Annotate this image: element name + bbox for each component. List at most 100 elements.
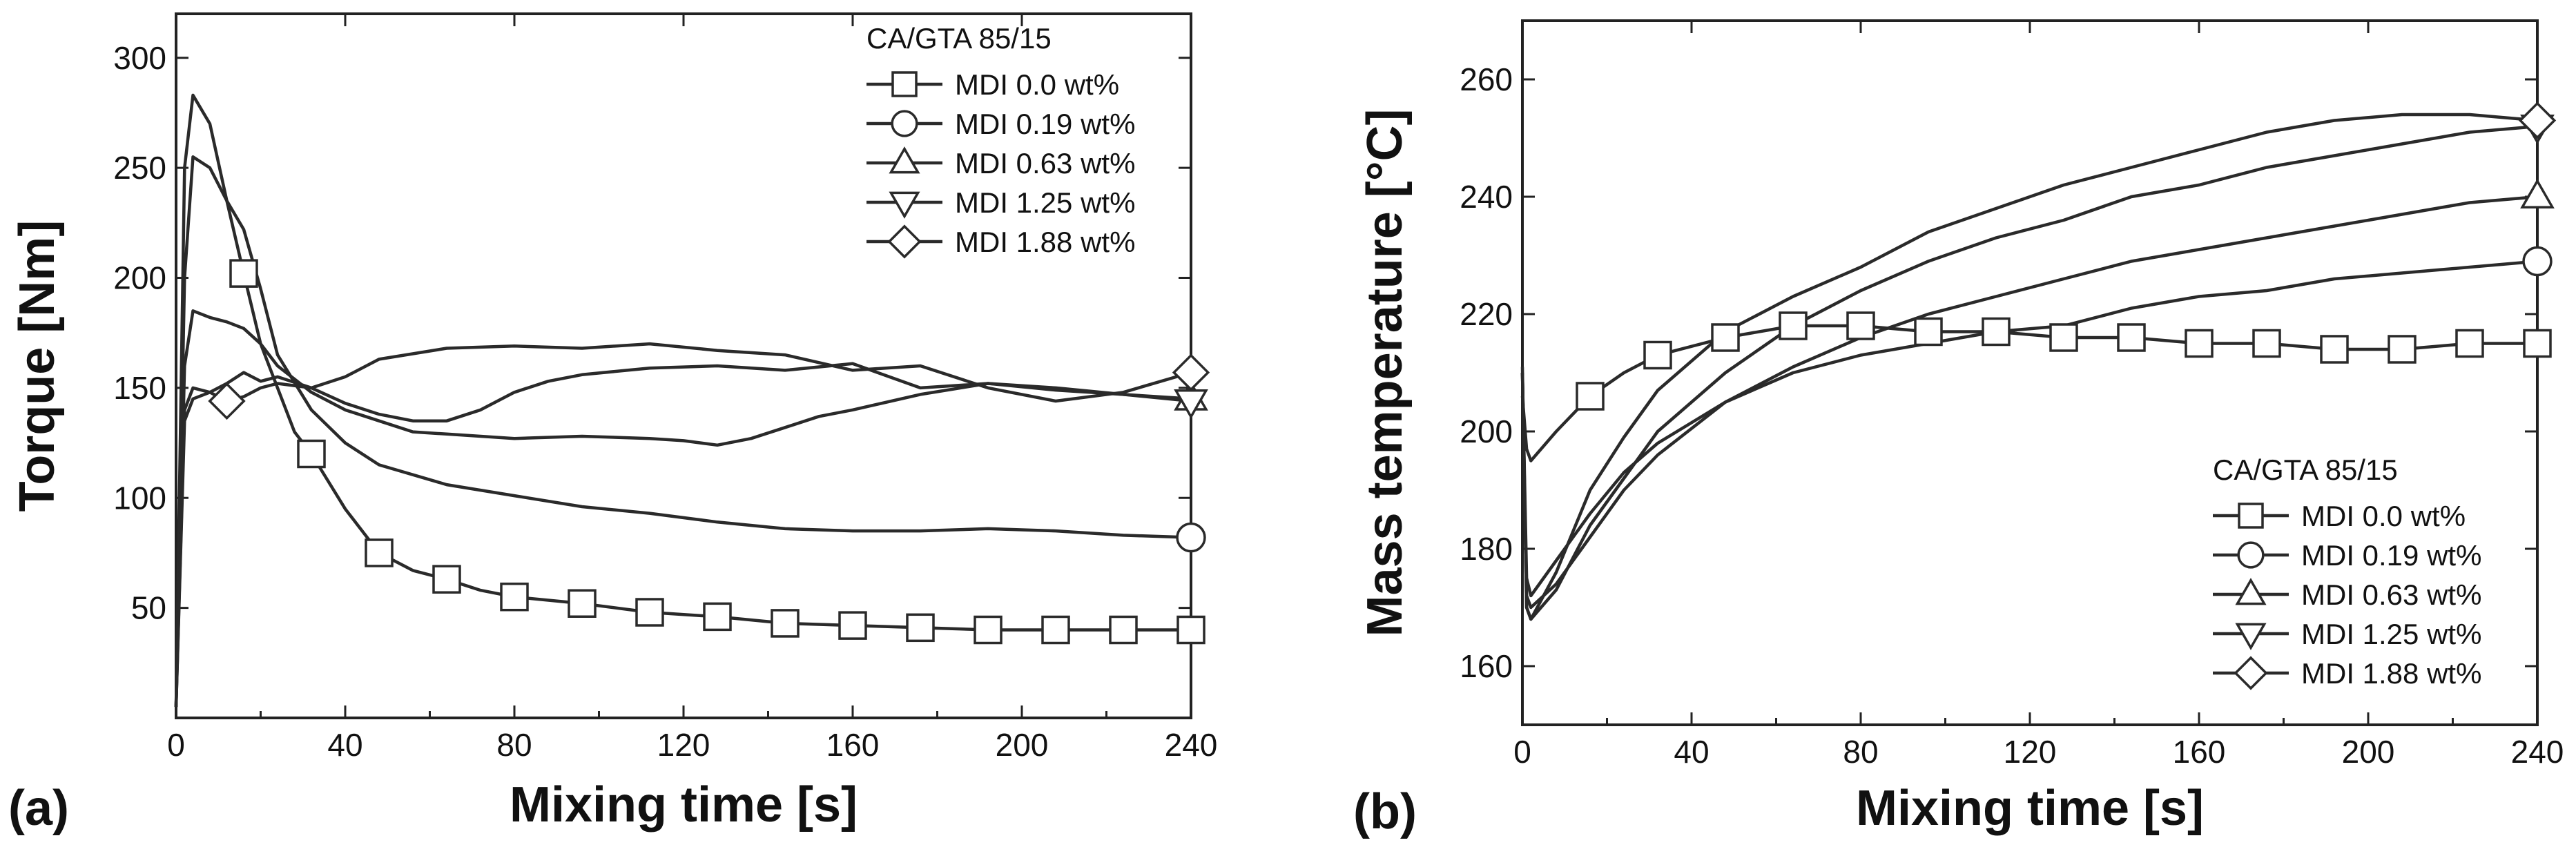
series-line-a-3 (174, 362, 1192, 708)
data-point-b-0 (1576, 382, 1605, 411)
series-line-b-1 (1520, 260, 2538, 598)
x-tick-label-a: 160 (826, 727, 880, 763)
data-point-a-4 (1172, 353, 1210, 391)
data-point-b-2 (2520, 178, 2555, 208)
x-tick-label-a: 80 (496, 727, 532, 763)
x-tick-label-b: 240 (2511, 734, 2564, 770)
legend-label-b-4: MDI 1.88 wt% (2301, 657, 2481, 690)
legend-label-b-3: MDI 1.25 wt% (2301, 618, 2481, 650)
x-tick-label-a: 200 (996, 727, 1049, 763)
data-point-a-4 (208, 382, 246, 420)
data-point-b-0 (2252, 329, 2281, 358)
data-point-a-0 (771, 609, 800, 638)
series-markers-b-1 (2522, 246, 2553, 277)
data-point-a-0 (974, 615, 1003, 645)
data-point-b-4 (2518, 101, 2557, 139)
data-point-b-0 (1643, 340, 1672, 370)
data-point-b-0 (2523, 329, 2552, 358)
series-markers-b-2 (2520, 178, 2555, 208)
data-point-a-0 (635, 598, 664, 627)
data-point-b-0 (1846, 311, 1875, 340)
y-tick-label-a: 50 (131, 590, 166, 626)
legend-label-a-3: MDI 1.25 wt% (955, 186, 1135, 219)
data-point-b-0 (2455, 329, 2484, 358)
legend-marker-a-0 (891, 71, 918, 97)
legend-b: CA/GTA 85/15 MDI 0.0 wt% MDI 0.19 wt% MDI 0… (2213, 454, 2481, 690)
y-tick-label-b: 180 (1460, 531, 1513, 567)
x-tick-label-b: 120 (2004, 734, 2057, 770)
data-point-a-1 (1176, 522, 1206, 553)
y-tick-label-b: 220 (1460, 296, 1513, 332)
legend-label-a-2: MDI 0.63 wt% (955, 147, 1135, 179)
chart-panel-a: 0 40 80 120 160 200 240 50 100 150 200 250 300 Mixing… (8, 12, 1218, 836)
data-point-a-0 (703, 602, 732, 632)
x-tick-label-a: 40 (327, 727, 362, 763)
legend-marker-b-1 (2237, 541, 2265, 569)
series-line-a-4 (174, 342, 1192, 708)
panel-label-a: (a) (8, 781, 69, 836)
legend-label-b-0: MDI 0.0 wt% (2301, 500, 2466, 532)
y-tick-label-a: 100 (113, 480, 166, 516)
y-tick-label-a: 200 (113, 260, 166, 296)
legend-label-a-4: MDI 1.88 wt% (955, 226, 1135, 258)
data-point-a-0 (1109, 615, 1138, 645)
data-point-b-0 (1914, 317, 1943, 347)
legend-marker-b-4 (2234, 656, 2268, 690)
x-tick-label-b: 160 (2173, 734, 2226, 770)
y-tick-label-a: 150 (113, 370, 166, 406)
series-markers-a-4 (208, 353, 1210, 420)
series-line-b-4 (1520, 113, 2538, 621)
legend-marker-a-2 (889, 146, 920, 174)
x-tick-label-a: 0 (167, 727, 185, 763)
data-point-a-0 (297, 439, 326, 469)
legend-marker-b-0 (2238, 503, 2264, 529)
panel-label-b: (b) (1353, 784, 1417, 839)
data-point-b-0 (1711, 323, 1740, 352)
data-point-a-0 (568, 589, 597, 618)
data-point-b-0 (2185, 329, 2214, 358)
x-axis-title-b: Mixing time [s] (1856, 781, 2204, 836)
legend-label-a-0: MDI 0.0 wt% (955, 68, 1119, 101)
legend-label-b-2: MDI 0.63 wt% (2301, 578, 2481, 611)
chart-panel-b: 0 40 80 120 160 200 240 160 180 200 220 240 260 Mixin… (1353, 19, 2564, 839)
legend-marker-a-1 (891, 110, 918, 137)
legend-marker-a-4 (887, 224, 922, 259)
series-markers-a-0 (229, 259, 1205, 645)
x-tick-label-a: 120 (657, 727, 710, 763)
y-axis-title-b: Mass temperature [°C] (1357, 109, 1413, 637)
legend-title-a: CA/GTA 85/15 (866, 22, 1052, 55)
y-tick-label-b: 160 (1460, 648, 1513, 684)
data-point-a-0 (906, 613, 935, 643)
data-point-b-0 (2049, 323, 2078, 352)
series-markers-b-4 (2518, 101, 2557, 139)
legend-marker-b-2 (2235, 578, 2267, 605)
data-point-a-0 (365, 538, 394, 567)
data-point-b-0 (2388, 335, 2417, 364)
y-tick-label-b: 240 (1460, 179, 1513, 215)
x-axis-title-a: Mixing time [s] (510, 777, 858, 833)
data-point-a-0 (838, 611, 867, 640)
legend-marker-a-3 (889, 191, 920, 219)
series-markers-b-0 (1576, 311, 2552, 411)
x-tick-label-a: 240 (1165, 727, 1218, 763)
data-point-b-0 (1982, 317, 2011, 347)
data-point-a-0 (500, 582, 529, 612)
x-tick-label-b: 200 (2342, 734, 2395, 770)
legend-label-a-1: MDI 0.19 wt% (955, 108, 1135, 140)
x-tick-label-b: 40 (1674, 734, 1709, 770)
data-point-a-0 (1176, 615, 1205, 645)
data-point-a-0 (1041, 615, 1070, 645)
y-axis-title-a: Torque [Nm] (10, 220, 65, 512)
data-point-a-0 (229, 259, 258, 288)
x-tick-label-b: 0 (1513, 734, 1531, 770)
legend-a: CA/GTA 85/15 MDI 0.0 wt% MDI 0.19 wt% MDI 0… (866, 22, 1135, 259)
data-point-b-0 (1779, 311, 1808, 340)
data-point-b-0 (2117, 323, 2146, 352)
data-point-a-0 (432, 565, 461, 594)
legend-title-b: CA/GTA 85/15 (2213, 454, 2398, 486)
series-markers-a-1 (1176, 522, 1206, 553)
data-point-b-0 (2320, 335, 2349, 364)
y-tick-label-b: 260 (1460, 61, 1513, 97)
y-tick-label-a: 250 (113, 150, 166, 186)
